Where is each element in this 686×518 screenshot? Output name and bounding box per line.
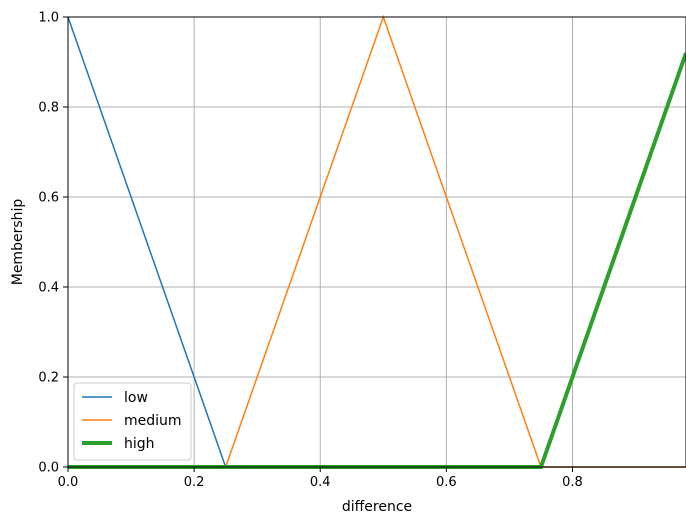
y-tick-label: 0.4 xyxy=(38,281,59,296)
legend-label-low: low xyxy=(124,390,148,406)
x-axis-label: difference xyxy=(342,499,412,514)
y-tick-label: 1.0 xyxy=(38,11,59,26)
x-tick-label: 0.2 xyxy=(184,475,205,490)
y-tick-label: 0.0 xyxy=(38,461,59,476)
tick-layer: 0.0 0.2 0.4 0.6 0.8 0.0 0.2 0.4 0.6 0.8 1.0 xyxy=(38,11,583,491)
x-tick-label: 0.4 xyxy=(310,475,331,490)
x-tick-label: 0.6 xyxy=(436,475,457,490)
y-tick-label: 0.8 xyxy=(38,101,59,116)
y-tick-label: 0.6 xyxy=(38,191,59,206)
legend-box xyxy=(73,382,192,461)
y-tick-label: 0.2 xyxy=(38,371,59,386)
legend-label-medium: medium xyxy=(124,413,182,429)
legend-label-high: high xyxy=(124,436,155,452)
x-tick-label: 0.8 xyxy=(562,475,583,490)
plot-frame xyxy=(67,16,686,468)
y-axis-label: Membership xyxy=(10,199,26,286)
legend: low medium high xyxy=(73,382,192,461)
grid-layer xyxy=(68,17,686,467)
x-tick-label: 0.0 xyxy=(58,475,79,490)
